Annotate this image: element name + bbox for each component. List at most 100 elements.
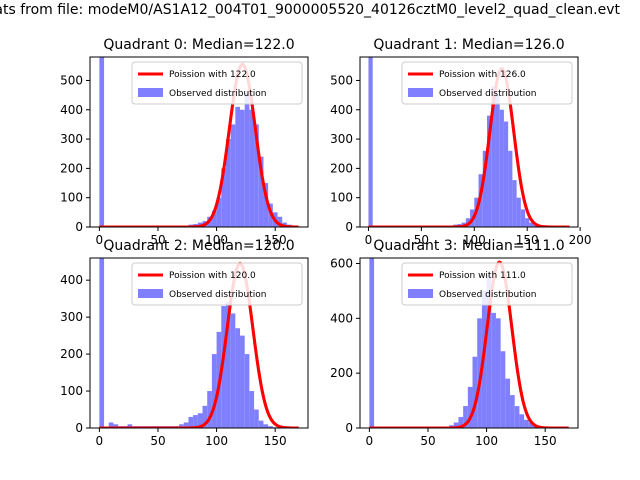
histogram-bar bbox=[512, 180, 517, 227]
histogram-bar bbox=[491, 86, 496, 227]
x-tick-label: 0 bbox=[366, 434, 374, 448]
histogram-bar bbox=[221, 168, 226, 227]
x-tick-label: 50 bbox=[414, 233, 429, 247]
histogram-bar bbox=[254, 124, 259, 227]
legend-observed-swatch bbox=[138, 289, 163, 298]
histogram-bar bbox=[193, 415, 198, 428]
legend-poisson-label: Poission with 126.0 bbox=[439, 70, 526, 80]
x-tick-label: 50 bbox=[150, 233, 165, 247]
axes-frame bbox=[89, 257, 309, 429]
histogram-bar bbox=[230, 124, 236, 227]
histogram-bar bbox=[240, 109, 245, 227]
histogram-bar bbox=[477, 318, 482, 428]
histogram-bar bbox=[197, 413, 203, 428]
y-tick-label: 500 bbox=[60, 73, 83, 87]
y-tick-label: 100 bbox=[330, 191, 353, 205]
x-tick-label: 150 bbox=[534, 434, 557, 448]
y-tick-label: 400 bbox=[330, 103, 353, 117]
histogram-bar bbox=[482, 150, 487, 227]
plot-area bbox=[368, 57, 570, 227]
legend-observed-swatch bbox=[138, 88, 163, 97]
x-tick-label: 0 bbox=[96, 434, 104, 448]
x-tick-label: 100 bbox=[463, 233, 486, 247]
histogram-bar bbox=[505, 378, 511, 428]
quadrant-title: Quadrant 0: Median=122.0 bbox=[103, 37, 294, 53]
histogram-bar bbox=[183, 422, 189, 428]
y-tick-label: 0 bbox=[75, 220, 83, 234]
histogram-bar bbox=[508, 150, 513, 227]
legend-box bbox=[401, 262, 573, 306]
y-tick-label: 0 bbox=[345, 220, 353, 234]
histogram-bar bbox=[263, 183, 269, 227]
histogram-bar bbox=[244, 354, 250, 428]
y-tick-label: 200 bbox=[330, 161, 353, 175]
y-tick-label: 500 bbox=[330, 73, 353, 87]
legend-observed-swatch bbox=[408, 88, 433, 97]
axes-frame bbox=[359, 56, 579, 228]
histogram-bar bbox=[127, 424, 133, 428]
histogram-bar bbox=[500, 351, 506, 428]
histogram-bar bbox=[368, 57, 373, 227]
histogram-bar bbox=[240, 335, 245, 428]
histogram-bar bbox=[486, 115, 492, 227]
histogram-bar bbox=[263, 424, 269, 428]
histogram-bar bbox=[216, 197, 222, 227]
histogram-bar bbox=[519, 414, 525, 428]
histogram-bar bbox=[525, 218, 530, 227]
histogram-bar bbox=[244, 92, 250, 227]
histogram-bar bbox=[254, 409, 259, 428]
legend-box bbox=[401, 61, 573, 105]
y-tick-label: 600 bbox=[330, 256, 353, 270]
histogram-bar bbox=[230, 313, 236, 428]
poisson-curve bbox=[99, 261, 299, 428]
plot-area bbox=[369, 258, 569, 428]
plot-area bbox=[99, 57, 301, 227]
histogram-bar bbox=[529, 222, 534, 227]
y-tick-label: 0 bbox=[75, 421, 83, 435]
histogram-bar bbox=[510, 395, 515, 428]
poisson-curve bbox=[99, 62, 299, 227]
plot-area bbox=[99, 258, 299, 428]
y-tick-label: 300 bbox=[60, 310, 83, 324]
histogram-bar bbox=[528, 422, 534, 428]
x-tick-label: 0 bbox=[365, 233, 373, 247]
histogram-bar bbox=[99, 57, 105, 227]
histogram-bar bbox=[472, 356, 478, 428]
legend-poisson-label: Poission with 120.0 bbox=[169, 271, 256, 281]
histogram-bar bbox=[499, 109, 504, 227]
histogram-bar bbox=[235, 328, 241, 428]
histogram-bar bbox=[268, 426, 273, 428]
x-tick-label: 50 bbox=[150, 434, 165, 448]
histogram-bar bbox=[258, 420, 264, 428]
x-tick-label: 100 bbox=[205, 233, 228, 247]
histogram-bar bbox=[495, 95, 500, 227]
y-tick-label: 400 bbox=[60, 273, 83, 287]
axes-frame bbox=[89, 56, 309, 228]
histogram-bar bbox=[108, 422, 114, 428]
histogram-bar bbox=[221, 306, 226, 428]
histogram-bar bbox=[277, 216, 283, 227]
quadrant-2-panel: 0 50 100 150 0 100 200 300 400 Quadrant 2: Median… bbox=[60, 238, 309, 448]
histogram-bar bbox=[113, 424, 119, 428]
histogram-bar bbox=[235, 106, 241, 227]
x-tick-label: 0 bbox=[96, 233, 104, 247]
histogram-bar bbox=[524, 419, 529, 428]
histogram-bar bbox=[202, 405, 208, 428]
y-tick-label: 100 bbox=[60, 384, 83, 398]
x-tick-label: 50 bbox=[420, 434, 435, 448]
histogram-bar bbox=[258, 156, 264, 227]
y-tick-label: 300 bbox=[330, 132, 353, 146]
x-tick-label: 100 bbox=[475, 434, 498, 448]
legend-observed-label: Observed distribution bbox=[169, 89, 266, 99]
quadrant-0-panel: 0 50 100 150 0 100 200 300 400 500 Quadrant 0: Med… bbox=[60, 37, 309, 247]
legend-observed-label: Observed distribution bbox=[439, 89, 536, 99]
y-tick-label: 400 bbox=[330, 311, 353, 325]
quadrant-1-panel: 0 50 100 150 200 0 100 200 300 400 500 Quadrant 1: … bbox=[330, 37, 591, 247]
quadrant-title: Quadrant 2: Median=120.0 bbox=[103, 238, 294, 254]
histogram-bar bbox=[491, 312, 496, 428]
y-tick-label: 200 bbox=[60, 161, 83, 175]
histogram-bar bbox=[211, 354, 217, 428]
histogram-bar bbox=[225, 139, 231, 227]
y-tick-label: 200 bbox=[330, 366, 353, 380]
